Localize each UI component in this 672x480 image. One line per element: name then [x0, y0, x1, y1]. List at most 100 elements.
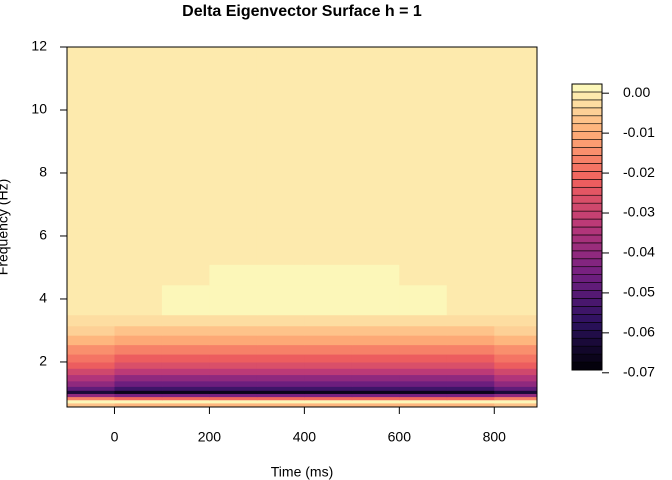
contour-cell	[256, 335, 305, 346]
contour-cell	[399, 228, 448, 265]
color-key-band	[571, 210, 603, 220]
contour-cell	[114, 380, 163, 387]
contour-cell	[446, 402, 495, 408]
contour-cell	[161, 344, 210, 355]
contour-cell	[256, 264, 305, 286]
contour-cell	[399, 284, 448, 302]
color-key-band	[571, 179, 603, 188]
contour-cell	[304, 228, 353, 265]
contour-cell	[114, 374, 163, 382]
color-key-band	[571, 298, 603, 307]
contour-cell	[399, 344, 448, 355]
z-tick-label: -0.01	[623, 124, 655, 140]
contour-cell	[256, 284, 305, 302]
contour-cell	[494, 361, 538, 369]
contour-cell	[67, 368, 115, 376]
y-tick-label: 12	[31, 38, 47, 54]
contour-cell	[67, 94, 115, 166]
contour-cell	[209, 264, 258, 286]
contour-cell	[399, 368, 448, 376]
contour-cell	[256, 228, 305, 265]
contour-cell	[351, 228, 400, 265]
x-axis-label: Time (ms)	[271, 464, 333, 480]
contour-cell	[114, 402, 163, 408]
contour-cell	[446, 165, 495, 229]
color-key-band	[571, 155, 603, 164]
contour-cell	[494, 368, 538, 376]
contour-cell	[67, 380, 115, 387]
contour-cell	[304, 94, 353, 166]
contour-cell	[209, 402, 258, 408]
contour-cell	[161, 325, 210, 336]
color-key-band	[571, 314, 603, 323]
y-tick-label: 4	[39, 290, 47, 306]
contour-cell	[446, 361, 495, 369]
x-tick-label: 0	[111, 429, 119, 445]
contour-cell	[351, 325, 400, 336]
contour-cell	[446, 368, 495, 376]
contour-cell	[399, 386, 448, 391]
contour-cell	[256, 94, 305, 166]
color-key-band	[571, 322, 603, 331]
x-tick-label: 400	[293, 429, 317, 445]
contour-cell	[256, 396, 305, 401]
contour-cell	[67, 314, 115, 327]
color-key-band	[571, 123, 603, 132]
contour-cell	[256, 325, 305, 336]
contour-cell	[161, 390, 210, 394]
contour-cell	[494, 390, 538, 394]
color-key-band	[571, 234, 603, 244]
contour-cell	[67, 47, 115, 95]
contour-cell	[114, 300, 163, 316]
contour-cell	[161, 393, 210, 398]
contour-cell	[446, 264, 495, 286]
contour-cell	[256, 300, 305, 316]
contour-cell	[67, 361, 115, 369]
contour-cell	[351, 354, 400, 363]
contour-cell	[351, 380, 400, 387]
contour-cell	[256, 314, 305, 327]
contour-cell	[399, 354, 448, 363]
contour-cell	[446, 228, 495, 265]
contour-cell	[161, 354, 210, 363]
contour-cell	[209, 368, 258, 376]
contour-cell	[494, 344, 538, 355]
contour-cell	[304, 393, 353, 398]
contour-cell	[304, 402, 353, 408]
contour-cell	[161, 300, 210, 316]
color-key-band	[571, 139, 603, 148]
contour-cell	[161, 380, 210, 387]
color-key-band	[571, 99, 603, 109]
contour-cell	[161, 284, 210, 302]
contour-cell	[399, 300, 448, 316]
contour-cell	[209, 393, 258, 398]
contour-cell	[209, 165, 258, 229]
contour-cell	[67, 325, 115, 336]
contour-cell	[114, 47, 163, 95]
color-key-band	[571, 306, 603, 315]
contour-cell	[446, 374, 495, 382]
contour-cell	[161, 314, 210, 327]
color-key-band	[571, 345, 603, 355]
contour-cell	[399, 264, 448, 286]
contour-cell	[161, 47, 210, 95]
contour-cell	[256, 399, 305, 404]
color-key-band	[571, 147, 603, 156]
contour-cell	[256, 368, 305, 376]
contour-cell	[446, 284, 495, 302]
contour-cell	[351, 386, 400, 391]
contour-cell	[494, 228, 538, 265]
contour-cell	[67, 284, 115, 302]
contour-cell	[494, 314, 538, 327]
contour-cell	[67, 228, 115, 265]
contour-cell	[114, 335, 163, 346]
contour-cell	[304, 368, 353, 376]
x-tick-label: 800	[483, 429, 507, 445]
contour-cell	[446, 380, 495, 387]
contour-cell	[351, 402, 400, 408]
contour-cell	[304, 354, 353, 363]
contour-cell	[446, 335, 495, 346]
contour-cell	[161, 335, 210, 346]
contour-cell	[304, 264, 353, 286]
